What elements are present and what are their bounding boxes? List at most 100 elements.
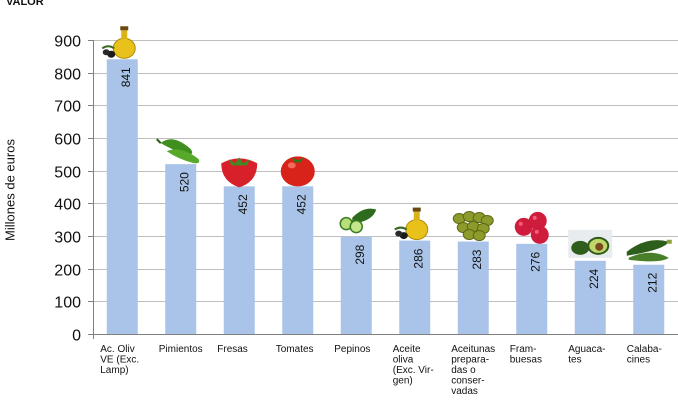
raspberries-icon-part — [534, 229, 539, 234]
x-tick-label: Tomates — [276, 344, 314, 355]
data-label: 452 — [236, 194, 250, 214]
olives-icon-part — [472, 230, 486, 242]
data-label: 224 — [587, 269, 601, 289]
y-tick-label: 100 — [54, 295, 81, 312]
x-tick-label-line: prepara- — [451, 355, 489, 366]
bar — [223, 186, 255, 334]
data-label: 212 — [646, 272, 660, 292]
y-tick-label: 300 — [54, 230, 81, 247]
data-label: 276 — [529, 252, 543, 272]
olive-oil-bottle-icon-part — [121, 30, 128, 40]
cucumber-icon-part — [352, 208, 377, 224]
green-peppers-icon-part — [156, 138, 162, 144]
strawberry-icon-part — [221, 158, 258, 188]
olive-oil-bottle-icon-part — [395, 230, 403, 237]
y-tick-label: 500 — [54, 165, 81, 182]
olive-oil-bottle-icon-part — [102, 49, 110, 56]
y-tick-label: 600 — [54, 132, 81, 149]
x-tick-label-line: Lamp) — [100, 365, 128, 376]
x-tick-label: Aguaca-tes — [568, 344, 605, 366]
y-tick-label: 200 — [54, 263, 81, 280]
olive-oil-bottle-icon-part — [112, 37, 136, 59]
x-tick-label-line: tes — [568, 355, 581, 366]
y-tick-label: 900 — [54, 34, 81, 51]
bar — [516, 243, 548, 334]
tomato-icon-part — [291, 157, 304, 163]
data-label: 520 — [178, 172, 192, 192]
cucumber-icon — [339, 208, 377, 234]
x-tick-label-line: Ac. Oliv — [100, 344, 134, 355]
y-tick-label: 800 — [54, 67, 81, 84]
avocado-icon-part — [571, 240, 590, 255]
olive-oil-bottle-icon — [394, 207, 429, 241]
bar — [399, 240, 431, 334]
strawberry-icon-part — [229, 157, 250, 166]
x-tick-label-line: Fram- — [510, 344, 537, 355]
data-label: 298 — [353, 244, 367, 264]
x-tick-label-line: oliva — [393, 355, 414, 366]
x-tick-label: Ac. Oliv VE (Exc. Lamp) — [100, 344, 139, 376]
x-tick-label: Calaba-cines — [627, 344, 662, 366]
avocado-icon-part — [595, 242, 604, 251]
y-tick-label: 400 — [54, 197, 81, 214]
bar — [457, 241, 489, 334]
olive-oil-bottle-icon-part — [101, 45, 115, 50]
x-tick-label-line: buesas — [510, 355, 542, 366]
x-tick-label-line: Aceitunas — [451, 344, 495, 355]
raspberries-icon-part — [528, 211, 547, 230]
x-tick-label-line: Tomates — [276, 344, 314, 355]
x-tick-label-line: das o — [451, 365, 476, 376]
olive-oil-bottle-icon-part — [120, 26, 129, 31]
data-label: 286 — [412, 248, 426, 268]
bar — [282, 186, 314, 334]
x-tick-label-line: cines — [627, 355, 650, 366]
raspberries-icon-part — [518, 221, 523, 226]
olive-oil-bottle-icon — [101, 26, 136, 59]
x-tick-label-line: vadas — [451, 386, 478, 397]
bar — [106, 59, 138, 334]
green-peppers-icon — [156, 138, 200, 164]
x-tick-label: Pepinos — [334, 344, 370, 355]
olive-oil-bottle-icon-part — [394, 226, 408, 231]
y-tick-label: 0 — [72, 328, 81, 345]
x-tick-label: Fresas — [217, 344, 248, 355]
x-tick-label-line: Aguaca- — [568, 344, 605, 355]
raspberries-icon — [514, 211, 549, 244]
bar — [633, 264, 665, 334]
strawberry-icon — [221, 157, 258, 188]
zucchini-icon-part — [626, 240, 669, 256]
x-tick-label-line: Pimientos — [159, 344, 203, 355]
data-label: 841 — [119, 67, 133, 87]
avocado-icon — [568, 229, 613, 258]
bar — [165, 164, 197, 334]
cucumber-icon-part — [349, 219, 363, 234]
tomato-icon — [280, 156, 315, 187]
zucchini-icon — [626, 239, 672, 262]
x-tick-label-line: Pepinos — [334, 344, 370, 355]
x-tick-label-line: Calaba- — [627, 344, 662, 355]
raspberries-icon-part — [514, 217, 533, 236]
chart-title: VALOR — [6, 0, 44, 8]
olives-icon — [452, 211, 494, 242]
raspberries-icon-part — [530, 225, 549, 244]
data-label: 452 — [295, 194, 309, 214]
x-tick-label-line: conser- — [451, 376, 484, 387]
x-tick-label-line: Fresas — [217, 344, 248, 355]
x-tick-label: Aceite oliva (Exc. Vir-gen) — [393, 344, 434, 387]
bar — [574, 260, 606, 334]
x-tick-label: Pimientos — [159, 344, 203, 355]
x-tick-label-line: gen) — [393, 376, 413, 387]
x-tick-label-line: Aceite — [393, 344, 421, 355]
x-tick-label: Fram-buesas — [510, 344, 542, 366]
bar — [340, 236, 372, 334]
raspberries-icon-part — [532, 215, 537, 220]
olive-oil-bottle-icon-part — [413, 211, 420, 221]
data-label: 283 — [470, 249, 484, 269]
x-tick-label-line: VE (Exc. — [100, 355, 139, 366]
y-tick-label: 700 — [54, 99, 81, 116]
zucchini-icon-part — [628, 252, 669, 262]
tomato-icon-part — [287, 162, 296, 169]
x-tick-label-line: (Exc. Vir- — [393, 365, 434, 376]
zucchini-icon-part — [666, 239, 672, 244]
